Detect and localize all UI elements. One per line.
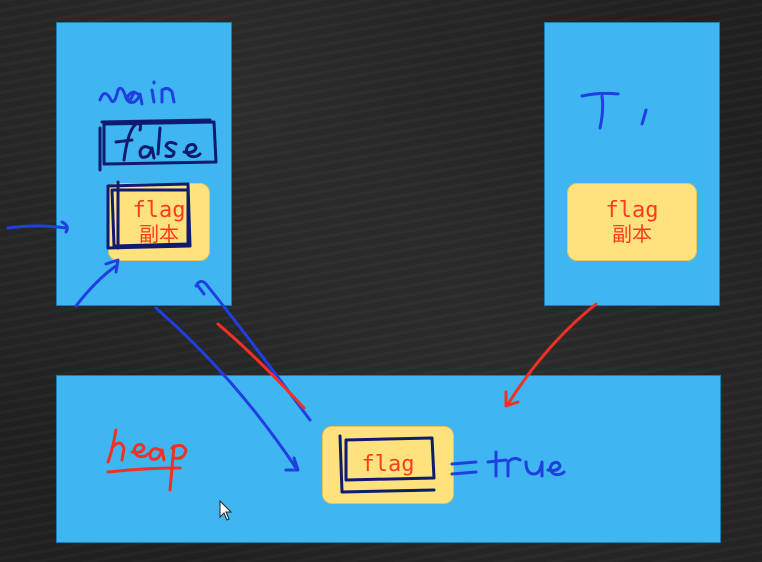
handwritten-heap-label	[106, 428, 188, 492]
heap-flag-name: flag	[361, 452, 415, 478]
t1-flag-subtitle: 副本	[612, 222, 652, 247]
t1-flag-name: flag	[605, 197, 659, 223]
main-flag-name: flag	[132, 197, 186, 223]
left-incoming-arrow	[6, 220, 69, 234]
handwritten-false-value	[98, 118, 218, 172]
handwritten-main-label	[98, 80, 176, 106]
t1-flag-copy-card: flag 副本	[567, 183, 697, 261]
main-to-heap-arrow	[154, 306, 300, 472]
heap-card-scribble	[338, 434, 436, 494]
mouse-pointer-icon	[219, 500, 233, 521]
heap-to-main-arrow	[194, 279, 312, 422]
red-sync-arrow-left	[216, 322, 306, 410]
handwritten-t1-label	[580, 91, 648, 130]
handwritten-true-value	[450, 450, 566, 478]
arrow-to-main-card	[74, 258, 120, 308]
main-flag-subtitle: 副本	[139, 222, 179, 247]
main-card-scribble	[106, 180, 192, 250]
main-flag-copy-card: flag 副本	[108, 183, 210, 261]
red-t1-to-heap-arrow	[504, 302, 598, 408]
